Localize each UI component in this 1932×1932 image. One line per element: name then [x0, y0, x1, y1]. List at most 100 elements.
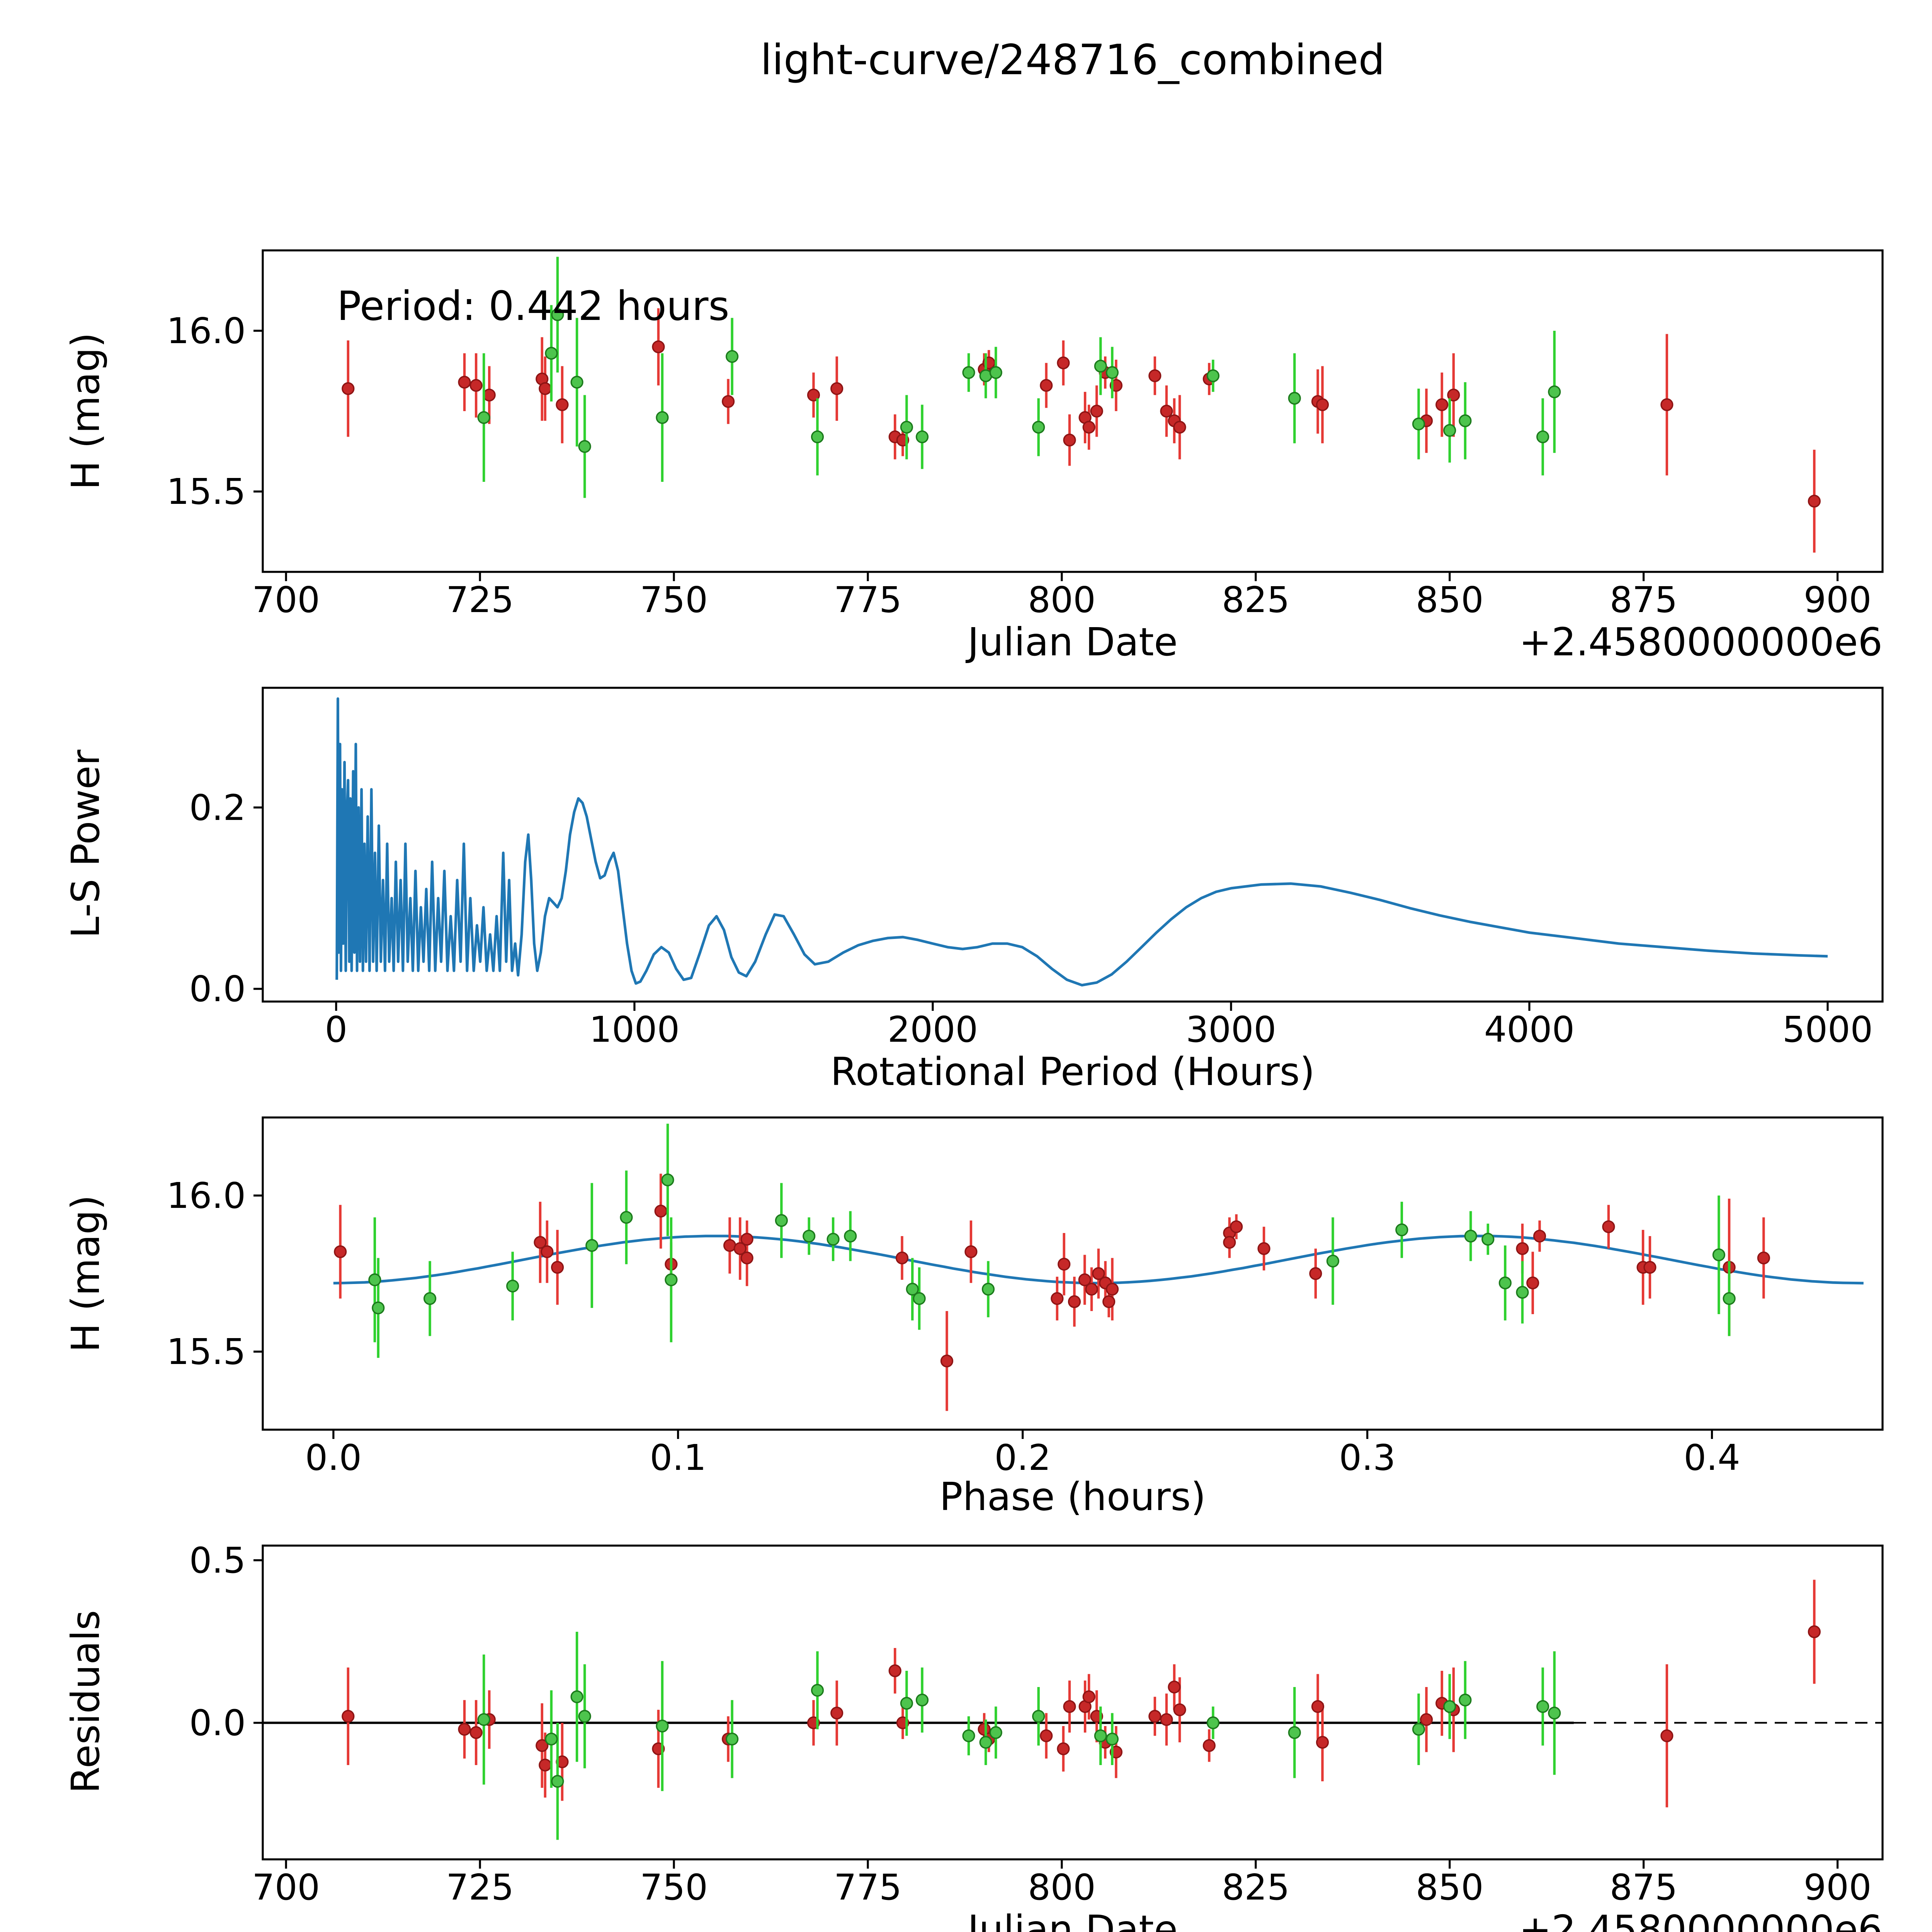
green-point — [1481, 1233, 1495, 1246]
red-point — [940, 1354, 954, 1367]
panel-periodogram: 0 1000 2000 3000 4000 5000 0.0 0.2 — [189, 687, 1884, 1050]
red-point — [1311, 1700, 1325, 1713]
red-point — [1063, 434, 1076, 447]
green-point — [1412, 417, 1425, 430]
y-tick-label: 0.5 — [189, 1540, 246, 1581]
y-tick-label: 15.5 — [167, 471, 246, 512]
red-point — [458, 1723, 471, 1736]
period-annotation: Period: 0.442 hours — [337, 282, 730, 330]
red-point — [1160, 405, 1173, 418]
green-point — [726, 350, 739, 363]
red-point — [1051, 1292, 1064, 1305]
x-tick-label: 0.0 — [305, 1437, 362, 1478]
red-point — [721, 395, 735, 408]
x-tick-label: 0 — [325, 1009, 348, 1050]
panel3-ylabel: H (mag) — [63, 1195, 108, 1352]
green-point — [1395, 1223, 1408, 1236]
red-point — [556, 398, 569, 411]
green-point — [1032, 420, 1045, 434]
green-point — [1536, 1700, 1549, 1713]
red-point — [1173, 1703, 1186, 1716]
x-tick-label: 2000 — [888, 1009, 978, 1050]
x-tick-label: 825 — [1222, 1867, 1290, 1908]
green-point — [1105, 366, 1119, 379]
x-tick-label: 875 — [1610, 1867, 1678, 1908]
green-point — [906, 1282, 919, 1296]
x-tick-label: 900 — [1804, 1867, 1872, 1908]
green-point — [368, 1273, 381, 1286]
x-tick-label: 5000 — [1782, 1009, 1873, 1050]
green-point — [1712, 1248, 1725, 1262]
red-point — [1526, 1276, 1539, 1289]
green-point — [989, 1726, 1002, 1739]
x-tick-label: 0.4 — [1684, 1437, 1740, 1478]
green-point — [506, 1279, 519, 1293]
green-point — [1459, 414, 1472, 427]
x-tick-label: 0.1 — [650, 1437, 706, 1478]
green-point — [570, 376, 583, 389]
x-tick-label: 0.2 — [995, 1437, 1051, 1478]
green-point — [656, 1719, 669, 1733]
green-point — [1723, 1292, 1736, 1305]
red-point — [534, 1236, 547, 1249]
green-point — [656, 411, 669, 424]
y-tick-label: 15.5 — [167, 1331, 246, 1372]
green-point — [962, 366, 975, 379]
red-point — [652, 340, 665, 354]
green-point — [1443, 424, 1456, 437]
green-point — [803, 1230, 816, 1243]
red-point — [1068, 1295, 1081, 1308]
red-point — [539, 382, 552, 395]
red-point — [469, 379, 483, 392]
x-tick-label: 725 — [446, 579, 514, 621]
red-point — [551, 1261, 564, 1274]
red-point — [1257, 1242, 1270, 1255]
red-point — [1757, 1252, 1770, 1265]
green-point — [915, 430, 929, 444]
green-point — [372, 1301, 385, 1315]
red-point — [1173, 420, 1186, 434]
red-point — [1148, 369, 1162, 383]
periodogram-curve — [335, 697, 1828, 987]
red-point — [1660, 398, 1673, 411]
red-point — [1082, 420, 1095, 434]
red-point — [1102, 1295, 1116, 1308]
dataset-green — [477, 1631, 1561, 1840]
red-point — [1447, 388, 1460, 402]
green-point — [1516, 1286, 1529, 1299]
red-point — [1316, 1736, 1329, 1749]
x-tick-label: 825 — [1222, 579, 1290, 621]
green-point — [585, 1239, 599, 1252]
x-tick-label: 850 — [1416, 579, 1484, 621]
green-point — [1206, 1716, 1219, 1730]
green-point — [1412, 1723, 1425, 1736]
green-point — [551, 1775, 564, 1788]
red-point — [1316, 398, 1329, 411]
red-point — [895, 1252, 909, 1265]
dataset-red — [334, 1173, 1770, 1411]
green-point — [1548, 1706, 1561, 1719]
red-point — [1808, 495, 1821, 508]
red-point — [740, 1233, 753, 1246]
red-point — [1160, 1713, 1173, 1726]
red-point — [1435, 398, 1449, 411]
green-point — [1288, 392, 1301, 405]
red-point — [1602, 1220, 1615, 1233]
red-point — [1040, 379, 1053, 392]
green-point — [844, 1230, 857, 1243]
red-point — [1223, 1236, 1236, 1249]
red-point — [1078, 1273, 1091, 1286]
panel1-xlabel: Julian Date — [965, 619, 1178, 665]
green-point — [989, 366, 1002, 379]
red-point — [541, 1245, 554, 1259]
panel2-xlabel: Rotational Period (Hours) — [830, 1049, 1315, 1094]
red-point — [1082, 1690, 1095, 1703]
green-point — [1498, 1276, 1512, 1289]
x-tick-label: 800 — [1028, 579, 1096, 621]
red-point — [1105, 1282, 1119, 1296]
x-tick-label: 750 — [640, 1867, 708, 1908]
green-point — [1464, 1230, 1477, 1243]
red-point — [1092, 1267, 1105, 1280]
red-point — [539, 1759, 552, 1772]
red-point — [733, 1242, 747, 1255]
